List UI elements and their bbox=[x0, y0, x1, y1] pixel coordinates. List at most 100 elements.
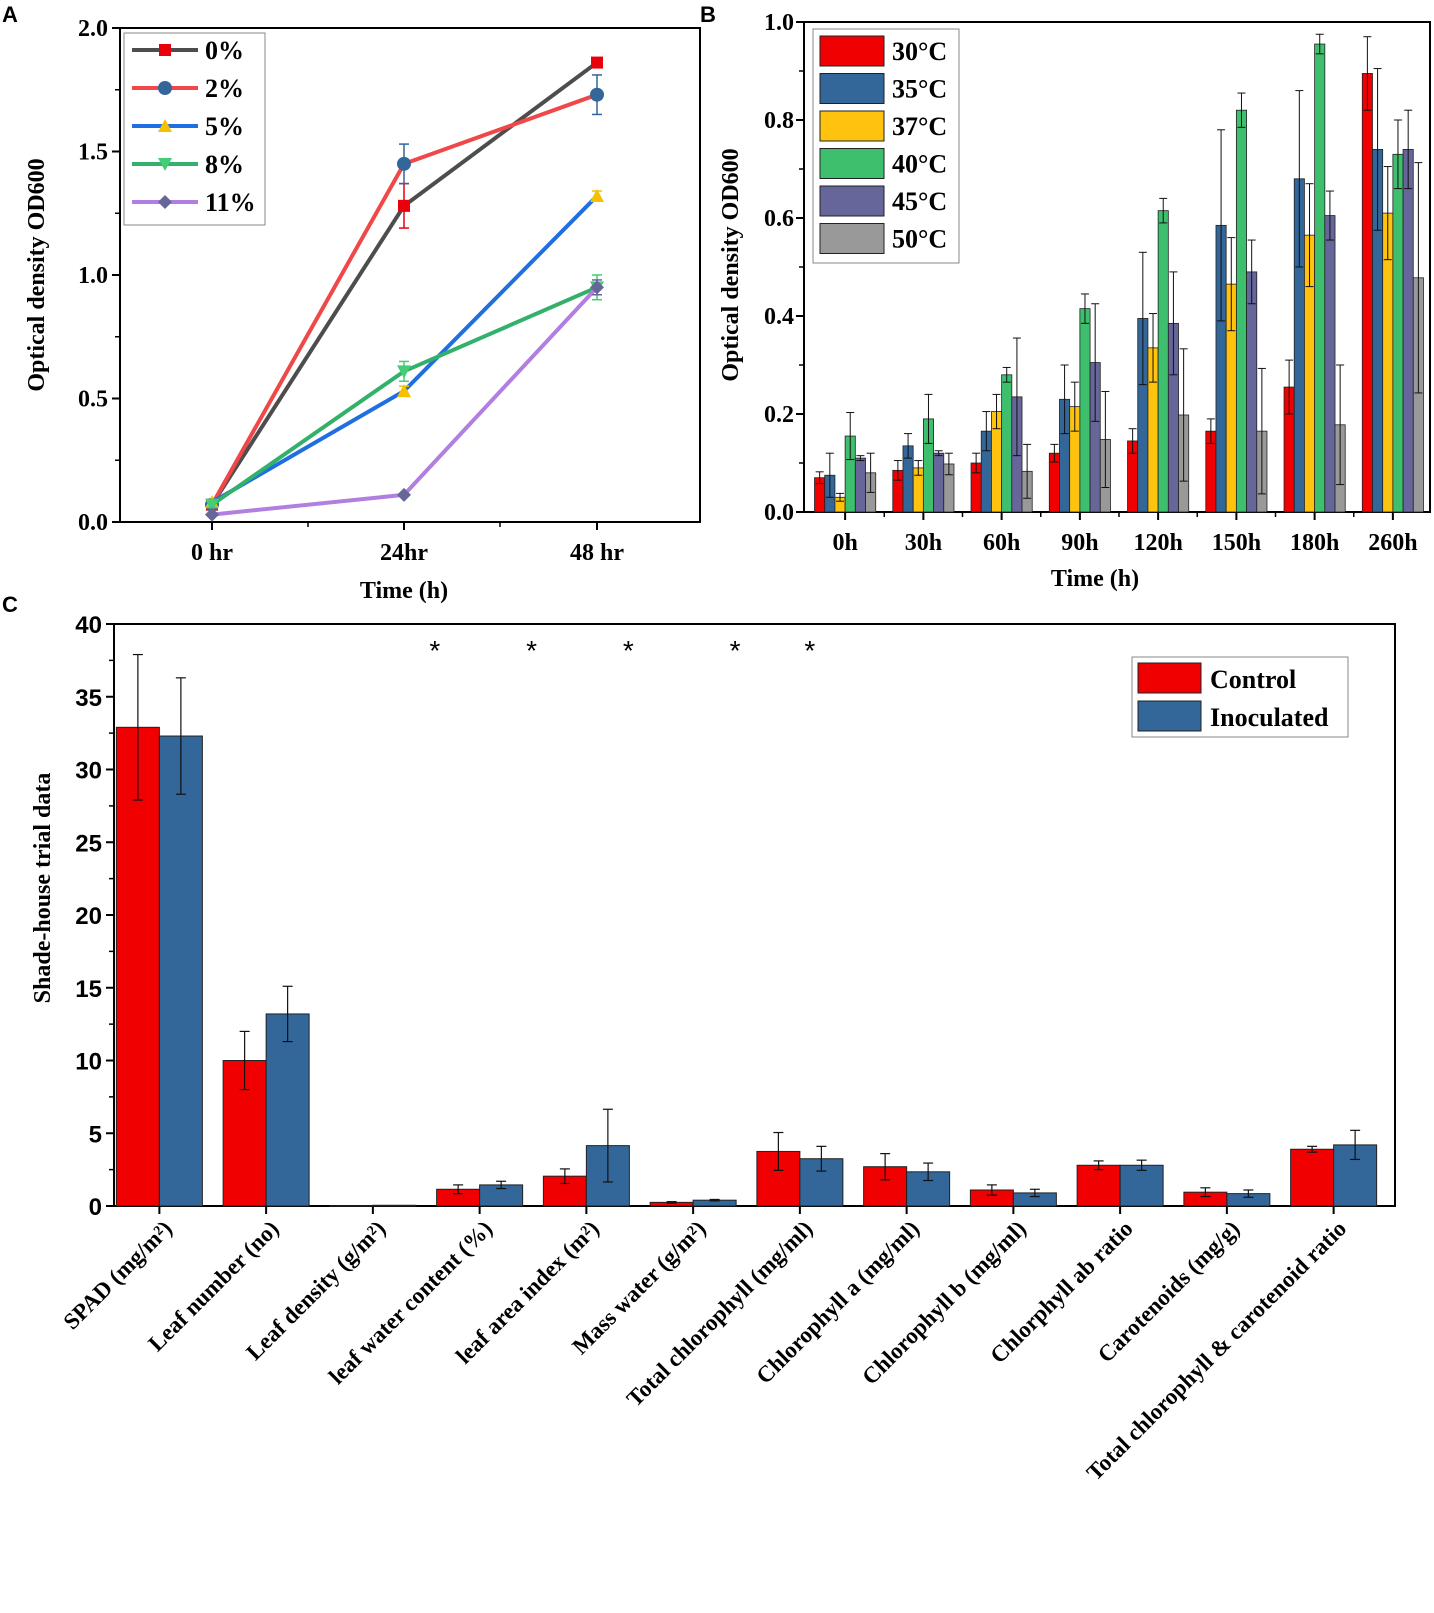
bar-40c-120h bbox=[1157, 210, 1169, 513]
x-tick-label-a: 48 hr bbox=[570, 540, 624, 566]
x-tick-label-b: 120h bbox=[1133, 530, 1182, 556]
bar-control-9 bbox=[1076, 1164, 1121, 1207]
bar-control-2 bbox=[329, 1205, 374, 1207]
data-point bbox=[590, 280, 604, 295]
y-tick-label-a: 1.0 bbox=[78, 263, 108, 289]
bar-45c-30h bbox=[933, 452, 945, 513]
x-tick-label-b: 0h bbox=[832, 530, 857, 556]
y-tick-label-c: 20 bbox=[75, 903, 102, 930]
data-point bbox=[397, 487, 411, 502]
bar-40c-260h bbox=[1392, 153, 1404, 513]
legend-label: 37°C bbox=[892, 112, 947, 141]
bar-45c-180h bbox=[1324, 215, 1336, 513]
legend-label: 11% bbox=[205, 188, 256, 217]
data-point bbox=[590, 188, 604, 202]
legend-swatch bbox=[819, 110, 885, 142]
significance-mark: * bbox=[429, 635, 440, 666]
y-tick-label-c: 25 bbox=[75, 830, 102, 857]
data-point bbox=[205, 498, 219, 512]
y-tick-label-c: 15 bbox=[75, 976, 102, 1003]
x-axis-label-b: Time (h) bbox=[1051, 566, 1139, 592]
significance-mark: * bbox=[623, 635, 634, 666]
bar-inoculated-0 bbox=[158, 735, 203, 1207]
x-tick-label-b: 90h bbox=[1061, 530, 1098, 556]
y-tick-label-c: 0 bbox=[89, 1194, 102, 1221]
x-tick-label-c: Total chlorophyll (mg/ml) bbox=[622, 1216, 818, 1412]
legend-swatch bbox=[1137, 662, 1202, 694]
y-tick-label-b: 1.0 bbox=[764, 10, 794, 36]
legend-label: 8% bbox=[205, 150, 244, 179]
data-point bbox=[397, 156, 411, 171]
bar-40c-150h bbox=[1235, 109, 1247, 513]
legend-label: 0% bbox=[205, 36, 244, 65]
x-tick-label-b: 30h bbox=[905, 530, 942, 556]
y-tick-label-a: 0.5 bbox=[78, 387, 108, 413]
legend-label: 2% bbox=[205, 74, 244, 103]
legend-swatch bbox=[1137, 700, 1202, 732]
legend-label: 50°C bbox=[892, 225, 947, 254]
bar-45c-150h bbox=[1246, 271, 1258, 513]
legend-c: Control Inoculated bbox=[1131, 656, 1349, 738]
data-point bbox=[205, 507, 219, 522]
legend-marker bbox=[158, 119, 172, 132]
legend-label: 35°C bbox=[892, 75, 947, 104]
x-tick-label-b: 150h bbox=[1212, 530, 1261, 556]
bar-40c-60h bbox=[1001, 374, 1013, 513]
significance-mark: * bbox=[730, 635, 741, 666]
legend-label: 30°C bbox=[892, 37, 947, 66]
y-tick-label-c: 40 bbox=[75, 612, 102, 639]
x-tick-label-b: 260h bbox=[1368, 530, 1417, 556]
legend-label: 40°C bbox=[892, 150, 947, 179]
legend-b: 30°C 35°C 37°C 40°C 45°C 50°C bbox=[812, 28, 960, 264]
data-point bbox=[397, 384, 411, 398]
legend-marker bbox=[158, 81, 172, 95]
legend-marker bbox=[158, 158, 172, 171]
bar-40c-180h bbox=[1314, 43, 1326, 513]
legend-swatch bbox=[819, 73, 885, 104]
legend-a: 0% 2% 5% 8% 11% bbox=[123, 32, 266, 226]
legend-swatch bbox=[819, 185, 885, 217]
y-tick-label-a: 0.0 bbox=[78, 510, 108, 536]
y-axis-label-c: Shade-house trial data bbox=[30, 773, 56, 1004]
bar-inoculated-1 bbox=[265, 1013, 310, 1207]
y-axis-label-b: Optical density OD600 bbox=[718, 148, 744, 381]
series-a-2pct bbox=[205, 74, 604, 512]
panel-letter-c: C bbox=[2, 592, 18, 617]
panel-letter-b: B bbox=[700, 2, 716, 27]
legend-label: Inoculated bbox=[1210, 703, 1329, 732]
legend-marker bbox=[159, 44, 171, 56]
y-tick-label-b: 0.6 bbox=[764, 206, 794, 232]
x-tick-label-a: 0 hr bbox=[191, 540, 233, 566]
data-point bbox=[397, 365, 411, 379]
legend-label: Control bbox=[1210, 665, 1296, 694]
y-tick-label-b: 0.8 bbox=[764, 108, 794, 134]
bar-30c-260h bbox=[1361, 73, 1373, 513]
y-tick-label-c: 10 bbox=[75, 1049, 102, 1076]
y-tick-label-b: 0.2 bbox=[764, 402, 794, 428]
legend-swatch bbox=[819, 35, 885, 67]
series-a-5pct bbox=[205, 188, 604, 509]
panel-b: B 0.0 0.2 0.4 0.6 0.8 1.0 0h 30h 60h 90h 120h 150h 18… bbox=[700, 2, 1431, 592]
panel-letter-a: A bbox=[2, 2, 18, 27]
y-tick-label-b: 0.4 bbox=[764, 304, 794, 330]
legend-swatch bbox=[819, 148, 885, 179]
y-tick-label-c: 35 bbox=[75, 685, 102, 712]
y-tick-label-c: 5 bbox=[89, 1121, 102, 1148]
y-tick-label-c: 30 bbox=[75, 758, 102, 785]
y-axis-label-a: Optical density OD600 bbox=[24, 158, 50, 391]
significance-mark: * bbox=[804, 635, 815, 666]
legend-marker bbox=[158, 195, 172, 209]
data-point bbox=[591, 56, 603, 69]
series-line bbox=[210, 60, 599, 506]
series-a-11pct bbox=[205, 279, 604, 522]
x-tick-label-c: SPAD (mg/m²) bbox=[58, 1216, 176, 1334]
legend-swatch bbox=[819, 223, 885, 254]
series-a-0pct bbox=[206, 56, 603, 511]
legend-label: 45°C bbox=[892, 187, 947, 216]
y-tick-label-a: 1.5 bbox=[78, 140, 108, 166]
legend-box-a bbox=[123, 32, 266, 226]
x-axis-label-a: Time (h) bbox=[360, 578, 448, 604]
panel-a: A 0.0 0.5 1.0 1.5 2.0 0 hr 24hr 48 hr Time (h) Opt… bbox=[2, 2, 701, 604]
